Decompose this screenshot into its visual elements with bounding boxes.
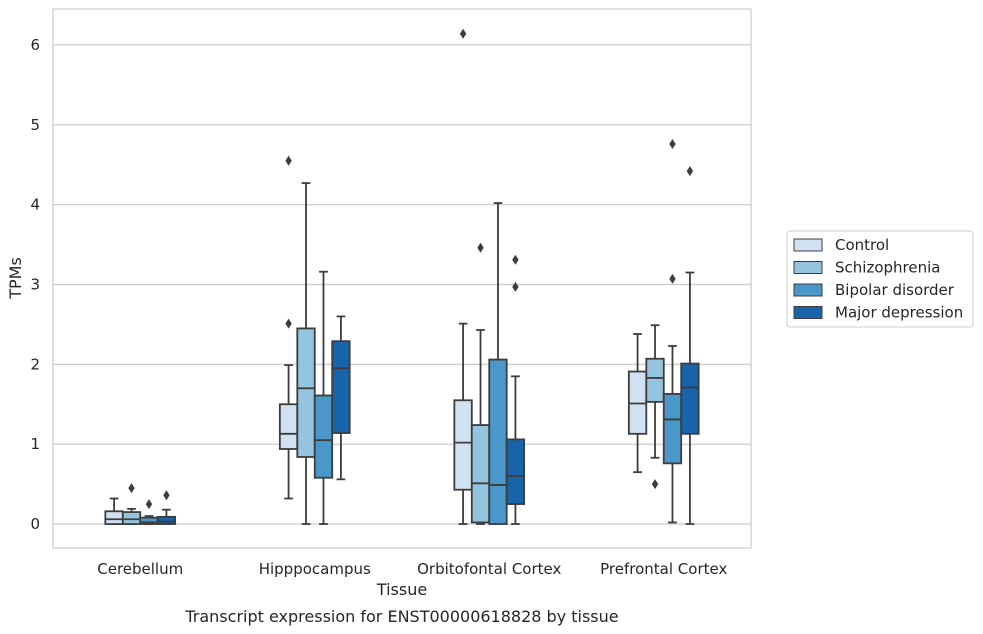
box-major-depression [680, 166, 700, 525]
iqr-box [104, 510, 124, 525]
x-tick-label: Orbitofontal Cortex [417, 560, 561, 578]
chart-caption: Transcript expression for ENST0000061882… [184, 607, 618, 626]
y-tick-label: 5 [30, 116, 40, 134]
box-major-depression [156, 490, 177, 525]
outlier-point [669, 138, 676, 149]
plot-frame [52, 8, 752, 549]
box-bipolar-disorder [139, 499, 159, 525]
plot-area [53, 9, 751, 548]
legend-frame [786, 230, 974, 328]
box-schizophrenia [296, 182, 316, 525]
legend-swatch [793, 238, 823, 252]
box-control [104, 497, 124, 525]
x-tick-label: Cerebellum [97, 560, 183, 578]
outlier-point [512, 254, 519, 265]
legend: Control Schizophrenia Bipolar disorder Majo… [786, 230, 974, 328]
grid-lines [53, 44, 751, 525]
box-schizophrenia [470, 242, 491, 525]
y-tick-label: 3 [30, 275, 40, 293]
x-tick-label: Hipppocampus [259, 560, 371, 578]
y-tick-label: 6 [30, 36, 40, 54]
iqr-box [680, 362, 700, 435]
outlier-point [128, 483, 135, 494]
legend-swatch [793, 306, 823, 319]
iqr-box [505, 438, 526, 505]
outlier-point [285, 155, 292, 166]
outlier-point [285, 318, 292, 329]
iqr-box [645, 357, 665, 403]
box-bipolar-disorder [662, 138, 683, 524]
outlier-point [477, 242, 484, 253]
x-tick-labels: Cerebellum Hipppocampus Orbitofontal Corte… [97, 560, 727, 578]
outlier-point [651, 479, 659, 490]
box-control [453, 28, 473, 525]
iqr-box [331, 340, 351, 434]
iqr-box [488, 358, 508, 525]
iqr-box [156, 515, 177, 525]
legend-label: Control [835, 236, 889, 254]
outlier-point [163, 490, 170, 501]
y-tick-labels: 0 1 2 3 4 5 6 [30, 36, 40, 533]
y-tick-label: 0 [30, 515, 40, 533]
outlier-point [686, 166, 694, 177]
box-major-depression [505, 254, 526, 525]
x-tick-label: Prefrontal Cortex [600, 560, 727, 578]
legend-swatch [793, 283, 823, 297]
legend-label: Bipolar disorder [835, 281, 955, 299]
iqr-box [470, 424, 491, 524]
y-tick-label: 2 [30, 355, 40, 373]
box-major-depression [331, 315, 351, 481]
outlier-point [669, 273, 676, 284]
iqr-box [278, 403, 299, 450]
iqr-box [453, 399, 473, 491]
y-tick-label: 1 [30, 435, 40, 453]
iqr-box [121, 511, 142, 525]
outlier-point [145, 499, 153, 510]
outlier-point [459, 28, 467, 39]
box-series [104, 28, 700, 525]
iqr-box [296, 327, 316, 458]
box-bipolar-disorder [313, 270, 334, 525]
legend-label: Schizophrenia [835, 259, 940, 277]
y-tick-label: 4 [30, 196, 40, 214]
y-axis-title: TPMs [6, 257, 25, 300]
iqr-box [662, 392, 683, 465]
x-axis-title: Tissue [376, 580, 427, 599]
legend-label: Major depression [835, 304, 963, 322]
box-schizophrenia [645, 324, 665, 490]
legend-swatch [793, 261, 823, 274]
iqr-box [313, 394, 334, 479]
outlier-point [512, 281, 519, 292]
